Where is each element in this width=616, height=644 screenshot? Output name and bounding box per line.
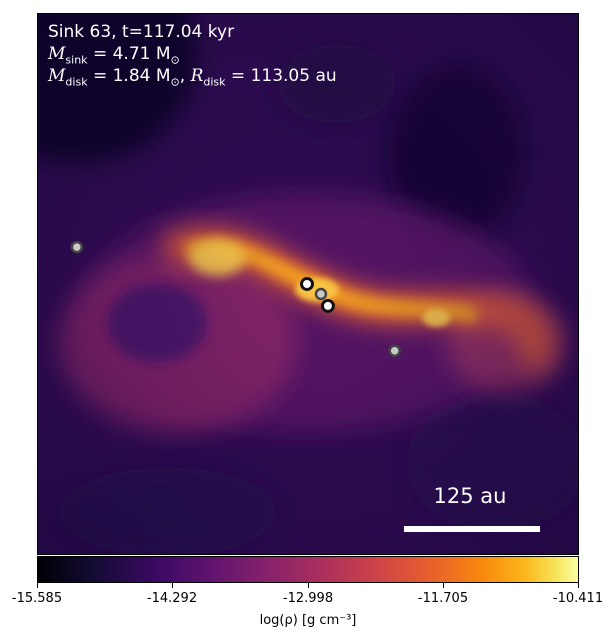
- colorbar-tick-label: -11.705: [417, 591, 469, 606]
- density-map-panel: Sink 63, t=117.04 kyr Msink = 4.71 M⊙ Md…: [37, 13, 579, 555]
- colorbar-tick: [308, 583, 309, 588]
- disk-params-label: Mdisk = 1.84 M⊙, Rdisk = 113.05 au: [48, 66, 337, 89]
- colorbar-tick-label: -15.585: [11, 591, 63, 606]
- sink-particle: [314, 287, 328, 301]
- time-label: Sink 63, t=117.04 kyr: [48, 22, 235, 42]
- colorbar-tick-label: -10.411: [552, 591, 604, 606]
- scalebar: [404, 526, 540, 532]
- sink-particle: [388, 344, 401, 357]
- sink-particle: [320, 298, 335, 313]
- sink-particle: [300, 277, 314, 291]
- density-map: [38, 14, 578, 554]
- scalebar-label: 125 au: [433, 484, 507, 508]
- colorbar-tick: [443, 583, 444, 588]
- colorbar: [37, 556, 579, 583]
- colorbar-tick-label: -14.292: [146, 591, 198, 606]
- sink-particle: [70, 240, 84, 254]
- sink-mass-label: Msink = 4.71 M⊙: [48, 44, 180, 67]
- colorbar-title: log(ρ) [g cm⁻³]: [259, 613, 357, 628]
- colorbar-tick: [172, 583, 173, 588]
- colorbar-tick: [37, 583, 38, 588]
- colorbar-tick-label: -12.998: [282, 591, 334, 606]
- colorbar-tick: [578, 583, 579, 588]
